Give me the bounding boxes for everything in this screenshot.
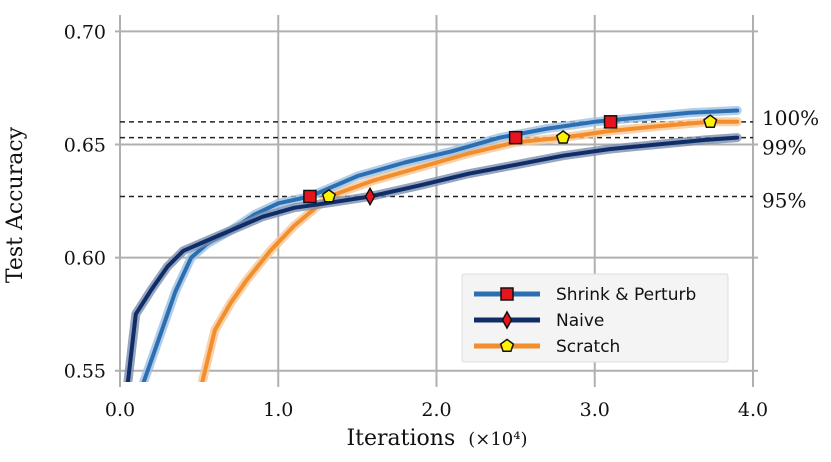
x-tick-label: 0.0 <box>105 399 135 421</box>
series-marker-2 <box>321 188 337 203</box>
x-tick-label: 3.0 <box>580 399 610 421</box>
series-marker-0 <box>603 115 618 129</box>
x-tick-label: 1.0 <box>263 399 293 421</box>
series-line-0 <box>141 108 740 382</box>
legend-marker-2 <box>499 338 515 353</box>
reference-line-label: 95% <box>762 188 806 212</box>
x-tick-label: 2.0 <box>421 399 451 421</box>
series-marker-0 <box>508 130 523 145</box>
legend-label-2: Scratch <box>556 337 620 357</box>
series-marker-2 <box>555 130 571 144</box>
legend-label-0: Shrink & Perturb <box>556 285 696 305</box>
legend: Shrink & Perturb Naive Scratch <box>461 273 729 363</box>
legend-items: Shrink & Perturb Naive Scratch <box>474 285 696 357</box>
legend-marker-1 <box>501 310 513 330</box>
series-lines <box>123 106 742 382</box>
y-tick-label: 0.70 <box>64 21 106 43</box>
series-marker-2 <box>703 114 718 128</box>
series-marker-1 <box>364 186 376 207</box>
reference-line-label: 100% <box>762 106 819 130</box>
series-marker-0 <box>303 189 317 204</box>
y-tick-label: 0.65 <box>64 134 106 156</box>
series-markers <box>303 114 718 207</box>
series-line-2 <box>200 119 740 382</box>
x-axis-label-group: Iterations (×10⁴) <box>346 426 527 451</box>
y-axis-label: Test Accuracy <box>3 126 28 283</box>
reference-lines: 100% 99% 95% <box>120 106 819 212</box>
series-line-1 <box>125 135 740 382</box>
x-tick-label: 4.0 <box>738 399 768 421</box>
y-tick-label: 0.60 <box>64 248 106 270</box>
reference-line-label: 99% <box>762 136 806 160</box>
grid <box>115 15 758 387</box>
legend-label-1: Naive <box>556 311 604 331</box>
y-tick-label: 0.55 <box>64 361 106 383</box>
legend-marker-0 <box>500 287 514 301</box>
x-axis-label: Iterations <box>346 426 455 451</box>
tick-labels: 0.0 1.0 2.0 3.0 4.0 0.55 0.60 0.65 0.70 <box>64 21 768 421</box>
x-axis-unit: (×10⁴) <box>468 429 527 450</box>
